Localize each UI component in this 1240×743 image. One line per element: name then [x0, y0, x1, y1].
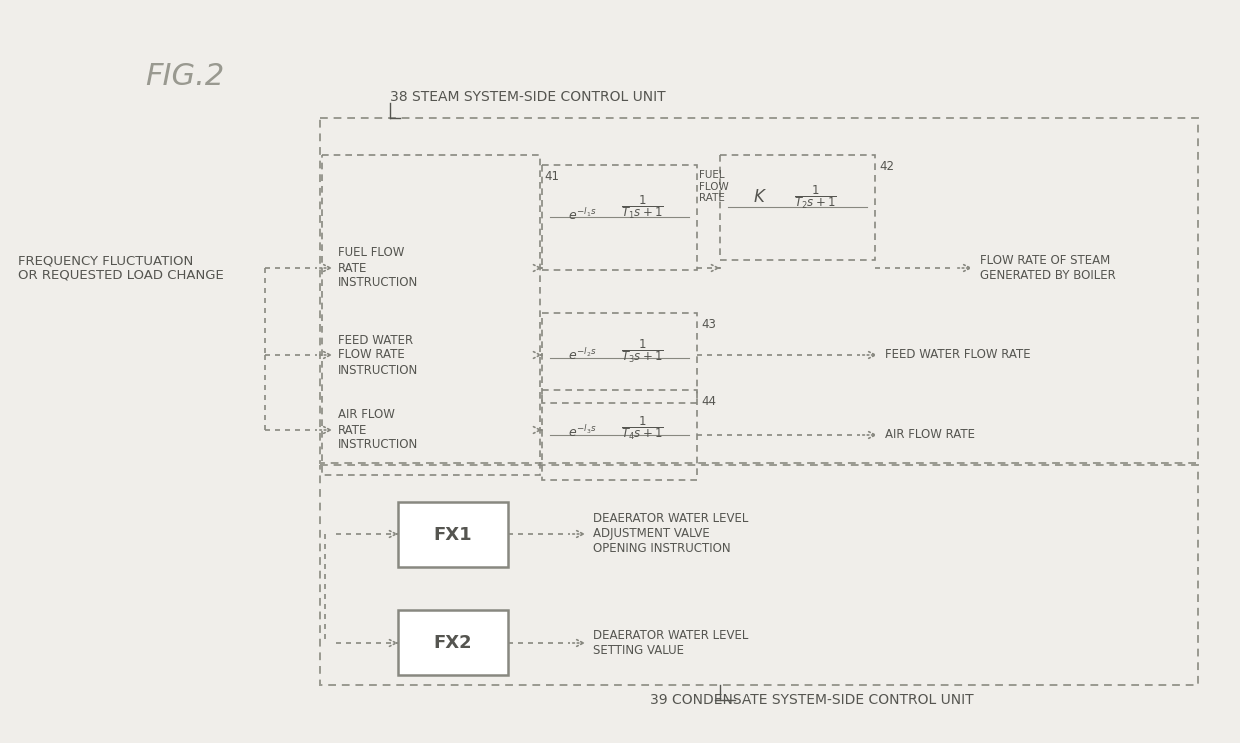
Bar — [542, 390, 697, 480]
Text: FIG.2: FIG.2 — [145, 62, 224, 91]
Text: 38 STEAM SYSTEM-SIDE CONTROL UNIT: 38 STEAM SYSTEM-SIDE CONTROL UNIT — [391, 90, 666, 104]
Text: 39 CONDENSATE SYSTEM-SIDE CONTROL UNIT: 39 CONDENSATE SYSTEM-SIDE CONTROL UNIT — [650, 693, 973, 707]
Text: $\dfrac{1}{T_2 s+1}$: $\dfrac{1}{T_2 s+1}$ — [794, 183, 837, 211]
Text: FEED WATER FLOW RATE: FEED WATER FLOW RATE — [885, 348, 1030, 362]
Text: FX2: FX2 — [434, 634, 472, 652]
Text: AIR FLOW RATE: AIR FLOW RATE — [885, 429, 975, 441]
Bar — [542, 165, 697, 270]
Text: FUEL
FLOW
RATE: FUEL FLOW RATE — [699, 170, 729, 203]
Text: FREQUENCY FLUCTUATION
OR REQUESTED LOAD CHANGE: FREQUENCY FLUCTUATION OR REQUESTED LOAD … — [19, 254, 223, 282]
Bar — [720, 155, 875, 260]
Bar — [398, 502, 508, 567]
Bar — [322, 155, 539, 475]
Text: $\dfrac{1}{T_1 s+1}$: $\dfrac{1}{T_1 s+1}$ — [620, 193, 663, 221]
Bar — [398, 610, 508, 675]
Text: AIR FLOW
RATE
INSTRUCTION: AIR FLOW RATE INSTRUCTION — [339, 409, 418, 452]
Text: FEED WATER
FLOW RATE
INSTRUCTION: FEED WATER FLOW RATE INSTRUCTION — [339, 334, 418, 377]
Text: FUEL FLOW
RATE
INSTRUCTION: FUEL FLOW RATE INSTRUCTION — [339, 247, 418, 290]
Text: FX1: FX1 — [434, 525, 472, 543]
Text: 44: 44 — [701, 395, 715, 408]
Text: $e^{-l_3 s}$: $e^{-l_3 s}$ — [568, 424, 596, 440]
Text: $\dfrac{1}{T_4 s+1}$: $\dfrac{1}{T_4 s+1}$ — [620, 414, 663, 442]
Text: FLOW RATE OF STEAM
GENERATED BY BOILER: FLOW RATE OF STEAM GENERATED BY BOILER — [980, 254, 1116, 282]
Text: 43: 43 — [701, 318, 715, 331]
Text: $\dfrac{1}{T_3 s+1}$: $\dfrac{1}{T_3 s+1}$ — [620, 337, 663, 365]
Bar — [320, 118, 1198, 463]
Text: $e^{-l_2 s}$: $e^{-l_2 s}$ — [568, 347, 596, 363]
Bar — [542, 313, 697, 403]
Text: $e^{-l_1 s}$: $e^{-l_1 s}$ — [568, 207, 596, 223]
Text: 41: 41 — [544, 170, 559, 183]
Bar — [320, 465, 1198, 685]
Text: DEAERATOR WATER LEVEL
ADJUSTMENT VALVE
OPENING INSTRUCTION: DEAERATOR WATER LEVEL ADJUSTMENT VALVE O… — [593, 513, 749, 556]
Text: DEAERATOR WATER LEVEL
SETTING VALUE: DEAERATOR WATER LEVEL SETTING VALUE — [593, 629, 749, 657]
Text: 42: 42 — [879, 160, 894, 173]
Text: $K$: $K$ — [753, 188, 768, 206]
